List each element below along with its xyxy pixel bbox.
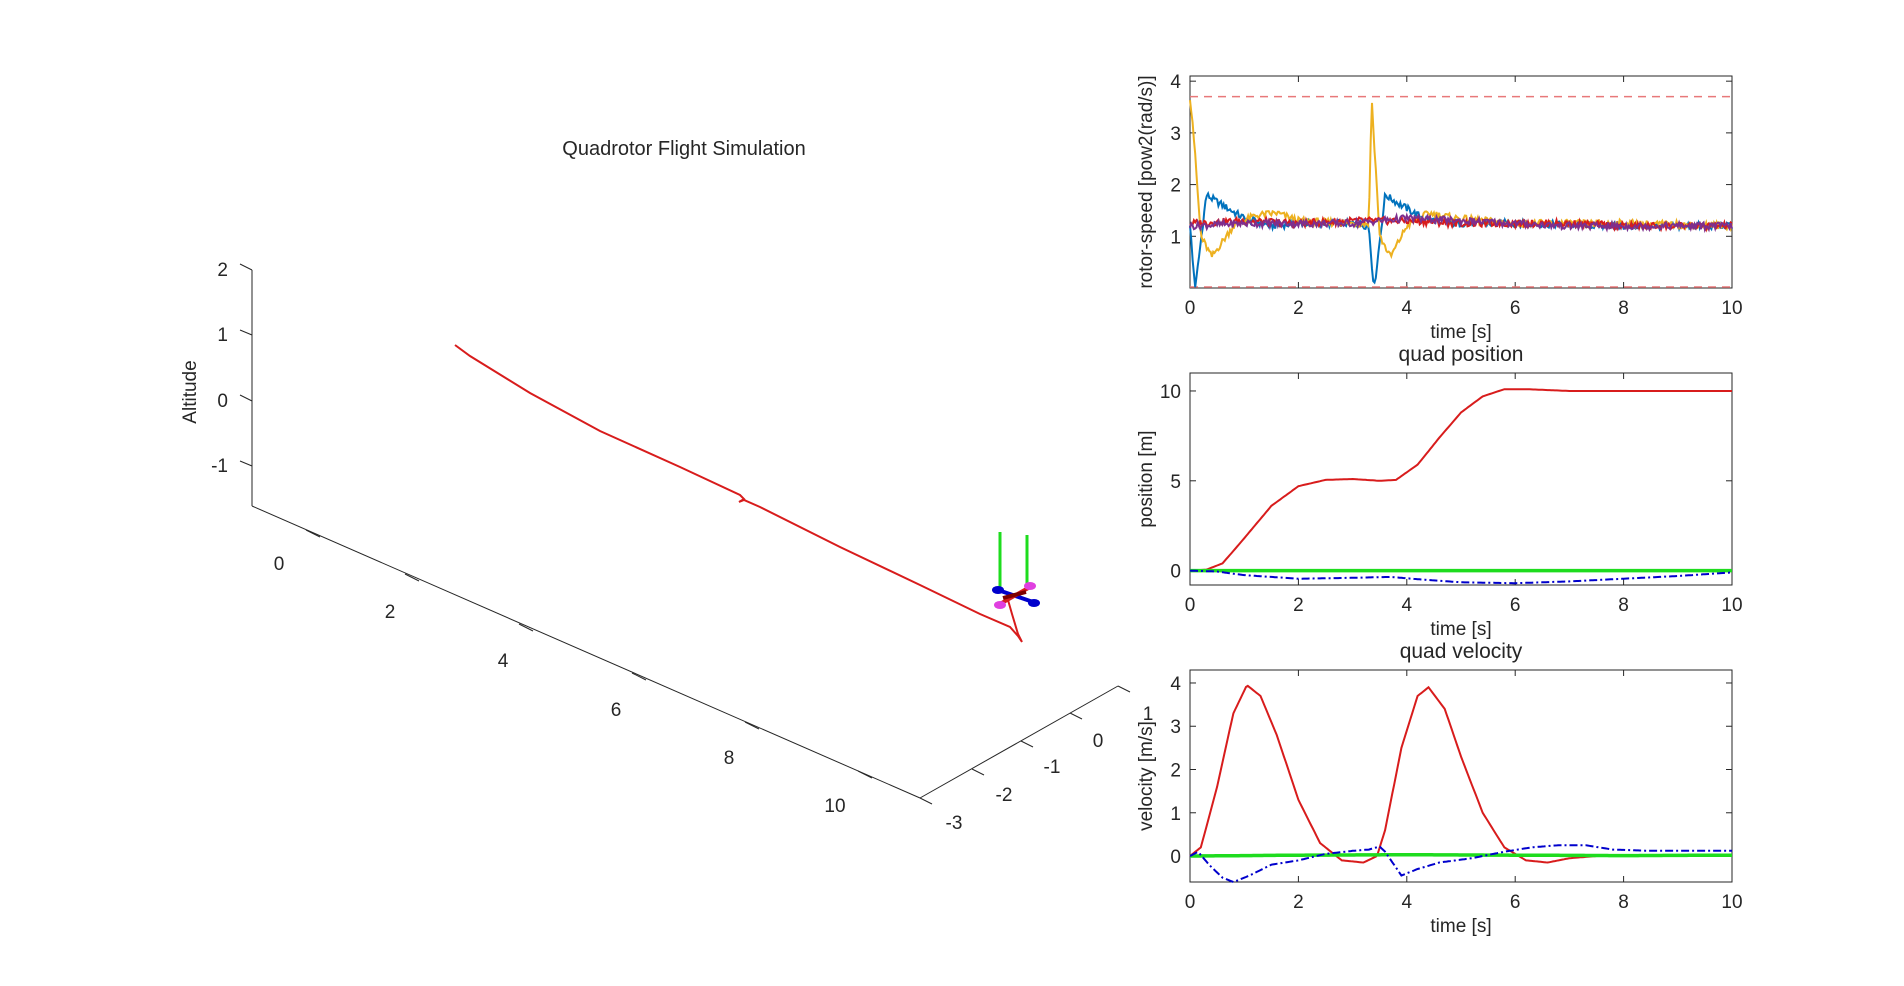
y-axis-line <box>919 685 1119 799</box>
plot-frame <box>1189 669 1733 883</box>
x-tick-label: 0 <box>1185 595 1196 616</box>
y-tick-label: 1 <box>1170 804 1181 825</box>
x-tick-label: 2 <box>1293 298 1304 319</box>
x-axis-label: time [s] <box>1430 916 1491 937</box>
rotor <box>1024 582 1036 590</box>
x-tick-label: 8 <box>724 748 735 769</box>
series-line-z <box>1189 569 1733 585</box>
x-tick-label: 2 <box>1293 595 1304 616</box>
rotor <box>1028 599 1040 607</box>
z-ticks: 2 1 0 -1 <box>211 260 253 477</box>
plot-title: quad velocity <box>1400 640 1523 663</box>
x-tick-label: 6 <box>1510 298 1521 319</box>
x-tick-label: 0 <box>1185 892 1196 913</box>
velocity-plot: 0 2 4 6 8 10 0 1 2 3 4 time [s] velocity [m/s] quad v… <box>1136 640 1743 937</box>
y-tick-label: 1 <box>1143 704 1154 725</box>
z-tick-label: -1 <box>211 456 228 477</box>
y-tick-label: -3 <box>946 813 963 834</box>
x-tick-label: 0 <box>1185 298 1196 319</box>
y-tick-label: 4 <box>1170 674 1181 695</box>
x-axis-label: time [s] <box>1430 322 1491 343</box>
rotor <box>994 601 1006 609</box>
position-plot: 0 2 4 6 8 10 0 5 10 time [s] position [m] quad posi… <box>1136 343 1743 640</box>
z-tick-label: 2 <box>217 260 228 281</box>
x-ticks: 0 2 4 6 8 10 <box>274 529 873 817</box>
x-tick-label: 4 <box>1402 298 1413 319</box>
x-axis-label: time [s] <box>1430 619 1491 640</box>
x-tick-label: 10 <box>1721 595 1742 616</box>
rotor <box>992 586 1004 594</box>
y-tick-label: 4 <box>1170 72 1181 93</box>
x-tick-label: 8 <box>1618 892 1629 913</box>
x-tick-label: 10 <box>824 796 845 817</box>
y-tick-label: 1 <box>1170 227 1181 248</box>
y-tick-label: 0 <box>1093 731 1104 752</box>
y-tick-label: -1 <box>1044 757 1061 778</box>
y-tick-label: 3 <box>1170 124 1181 145</box>
y-tick-label: 5 <box>1170 472 1181 493</box>
series-line-vz <box>1189 844 1732 884</box>
y-tick-label: 3 <box>1170 717 1181 738</box>
quadrotor-model <box>992 532 1040 609</box>
z-tick-label: 0 <box>217 391 228 412</box>
plot-frame <box>1189 75 1733 289</box>
x-tick-label: 2 <box>1293 892 1304 913</box>
y-axis-label: rotor-speed [pow2(rad/s)] <box>1136 75 1157 288</box>
x-axis-line <box>251 505 921 799</box>
y-tick-label: 0 <box>1170 562 1181 583</box>
y-ticks: 1 0 -1 -2 -3 <box>919 685 1154 834</box>
x-tick-label: 10 <box>1721 298 1742 319</box>
x-tick-label: 6 <box>1510 595 1521 616</box>
series-line-x <box>1189 388 1732 572</box>
y-axis-label: velocity [m/s] <box>1136 721 1157 831</box>
x-tick-label: 6 <box>1510 892 1521 913</box>
y-tick-label: 0 <box>1170 847 1181 868</box>
series-line-rotor-4 <box>1189 212 1733 234</box>
altitude-axis-label: Altitude <box>180 360 201 423</box>
y-tick-label: 2 <box>1170 176 1181 197</box>
quad-body <box>1002 590 1027 600</box>
plot-frame <box>1189 372 1733 586</box>
plot-title: quad position <box>1399 343 1524 366</box>
trajectory-3d-axes: Quadrotor Flight Simulation Altitude 2 1… <box>180 138 1153 834</box>
series-line-vy <box>1190 852 1732 858</box>
x-tick-label: 8 <box>1618 595 1629 616</box>
y-tick-label: -2 <box>996 785 1013 806</box>
y-tick-label: 10 <box>1160 382 1181 403</box>
x-tick-label: 6 <box>611 700 622 721</box>
trajectory-line <box>454 344 1023 643</box>
x-tick-label: 2 <box>385 602 396 623</box>
trajectory-title: Quadrotor Flight Simulation <box>562 138 805 160</box>
x-tick-label: 0 <box>274 554 285 575</box>
x-tick-label: 4 <box>1402 595 1413 616</box>
x-tick-label: 10 <box>1721 892 1742 913</box>
z-tick-label: 1 <box>217 325 228 346</box>
x-tick-label: 4 <box>1402 892 1413 913</box>
y-tick-label: 2 <box>1170 761 1181 782</box>
y-axis-label: position [m] <box>1136 430 1157 527</box>
x-tick-label: 4 <box>498 651 509 672</box>
x-tick-label: 8 <box>1618 298 1629 319</box>
